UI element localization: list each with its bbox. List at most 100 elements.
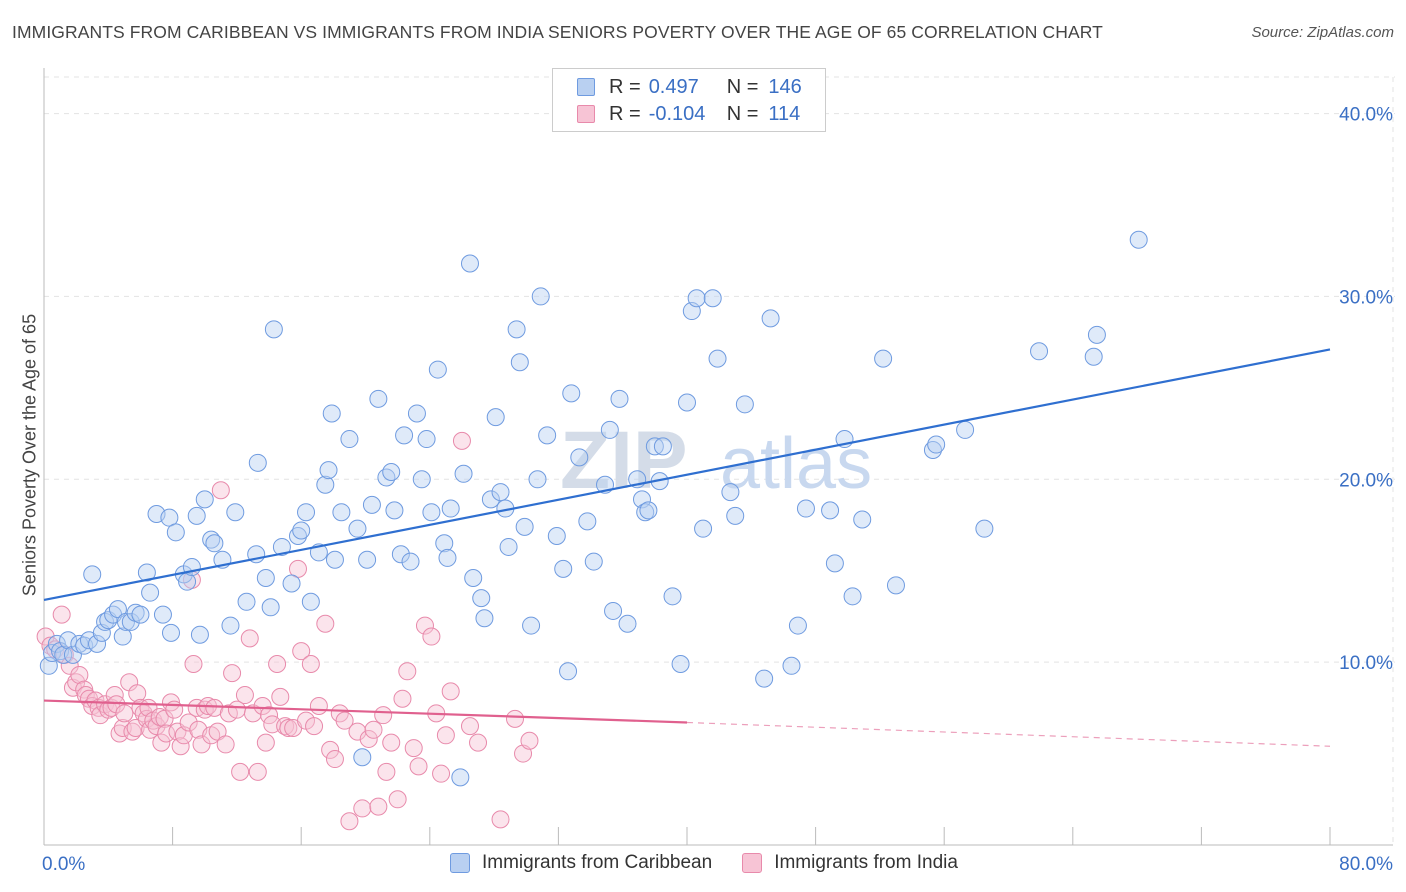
caribbean-point: [522, 616, 541, 635]
caribbean-point: [369, 389, 388, 408]
caribbean-point: [1084, 347, 1103, 366]
india-point: [348, 722, 367, 741]
legend-r-value: -0.104: [648, 102, 706, 125]
series-legend-india[interactable]: Immigrants from India: [742, 852, 958, 874]
gridlines: [44, 76, 1395, 845]
caribbean-point: [454, 464, 473, 483]
y-tick-label: 30.0%: [1339, 287, 1393, 308]
caribbean-point: [83, 565, 102, 584]
caribbean-point: [1129, 230, 1148, 249]
series-legend-caribbean[interactable]: Immigrants from Caribbean: [450, 852, 712, 874]
caribbean-point: [547, 526, 566, 545]
caribbean-point: [788, 616, 807, 635]
india-point: [460, 717, 479, 736]
caribbean-point: [377, 468, 396, 487]
india-point: [491, 810, 510, 829]
caribbean-point: [190, 625, 209, 644]
india-point: [184, 654, 203, 673]
caribbean-point: [301, 592, 320, 611]
caribbean-swatch: [577, 78, 595, 96]
caribbean-point: [510, 353, 529, 372]
caribbean-point: [54, 645, 73, 664]
caribbean-point: [297, 503, 316, 522]
caribbean-point: [256, 569, 275, 588]
caribbean-point: [694, 519, 713, 538]
india-swatch: [577, 105, 595, 123]
caribbean-point: [796, 499, 815, 518]
x-tick-labels: 0.0% 80.0%: [42, 854, 1393, 875]
india-point: [223, 664, 242, 683]
caribbean-point: [116, 612, 135, 631]
caribbean-point: [610, 389, 629, 408]
caribbean-point: [441, 499, 460, 518]
series-legend-label: Immigrants from Caribbean: [482, 852, 713, 873]
india-point: [115, 704, 134, 723]
caribbean-point: [874, 349, 893, 368]
caribbean-point: [475, 609, 494, 628]
y-tick-label: 40.0%: [1339, 105, 1393, 126]
caribbean-point: [554, 559, 573, 578]
india-trend-line: [43, 699, 688, 724]
caribbean-point: [316, 475, 335, 494]
caribbean-legend-swatch: [450, 853, 470, 873]
caribbean-point: [412, 470, 431, 489]
caribbean-point: [395, 426, 414, 445]
india-point: [36, 627, 55, 646]
caribbean-point: [604, 601, 623, 620]
india-point: [271, 687, 290, 706]
axes: [43, 68, 1393, 846]
india-point: [231, 762, 250, 781]
caribbean-point: [821, 501, 840, 520]
india-point: [364, 720, 383, 739]
caribbean-point: [401, 552, 420, 571]
india-point: [128, 684, 147, 703]
caribbean-point: [956, 420, 975, 439]
caribbean-point: [261, 598, 280, 617]
india-point: [240, 629, 259, 648]
india-point: [292, 642, 311, 661]
caribbean-point: [755, 669, 774, 688]
india-point: [369, 797, 388, 816]
caribbean-point: [927, 435, 946, 454]
legend-r-label: R =: [609, 75, 641, 98]
india-point: [404, 739, 423, 758]
india-point: [268, 654, 287, 673]
india-point: [76, 686, 95, 705]
series-legend-label: Immigrants from India: [774, 852, 958, 873]
caribbean-point: [531, 287, 550, 306]
india-point: [123, 722, 142, 741]
trend-lines: [43, 348, 1331, 747]
caribbean-point: [141, 583, 160, 602]
caribbean-point: [288, 526, 307, 545]
caribbean-point: [407, 404, 426, 423]
caribbean-point: [600, 420, 619, 439]
india-point: [325, 750, 344, 769]
caribbean-point: [782, 656, 801, 675]
caribbean-point: [358, 550, 377, 569]
caribbean-point: [332, 503, 351, 522]
india-point: [248, 762, 267, 781]
caribbean-point: [726, 506, 745, 525]
india-point: [316, 614, 335, 633]
india-point: [309, 697, 328, 716]
caribbean-point: [923, 441, 942, 460]
caribbean-point: [391, 545, 410, 564]
india-point: [41, 636, 60, 655]
watermark-zip: ZIP: [560, 415, 688, 506]
caribbean-point: [292, 521, 311, 540]
india-point: [377, 762, 396, 781]
india-point: [441, 682, 460, 701]
caribbean-point: [687, 289, 706, 308]
india-point: [505, 709, 524, 728]
series-legend: Immigrants from Caribbean Immigrants fro…: [450, 852, 988, 874]
caribbean-point: [113, 627, 132, 646]
caribbean-point: [499, 537, 518, 556]
caribbean-point: [825, 554, 844, 573]
india-point: [382, 733, 401, 752]
caribbean-point: [639, 501, 658, 520]
caribbean-point: [678, 393, 696, 412]
caribbean-point: [161, 623, 180, 642]
caribbean-point: [282, 574, 301, 593]
caribbean-point: [131, 605, 150, 624]
y-tick-label: 20.0%: [1339, 470, 1393, 491]
